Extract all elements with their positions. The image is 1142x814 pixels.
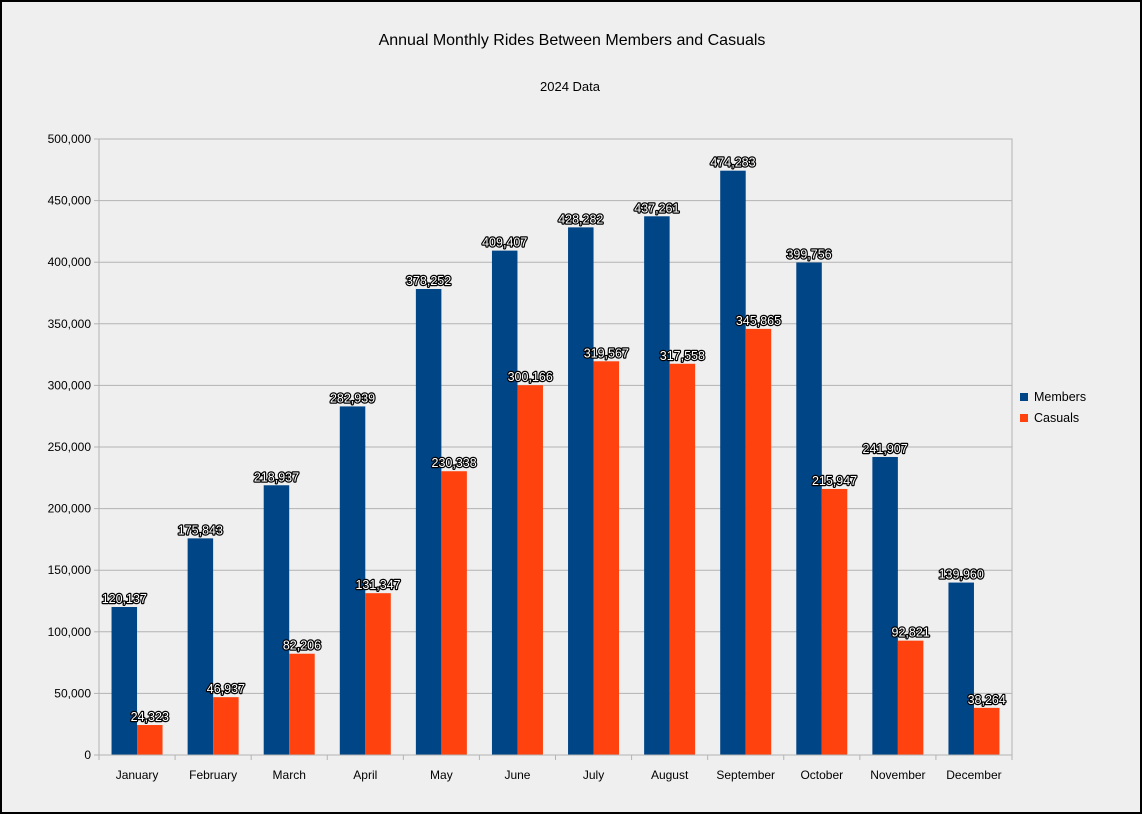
- x-tick-label: March: [273, 768, 306, 782]
- data-label: 399,756: [786, 248, 831, 262]
- legend: Members Casuals: [1020, 390, 1086, 425]
- data-label: 378,252: [406, 274, 451, 288]
- y-tick-label: 150,000: [48, 563, 92, 577]
- data-label: 409,407: [482, 236, 527, 250]
- data-label: 215,947: [812, 474, 857, 488]
- data-label: 82,206: [283, 639, 321, 653]
- data-label: 282,939: [330, 391, 375, 405]
- bar-members-june: [491, 250, 518, 755]
- y-tick-label: 400,000: [48, 255, 92, 269]
- x-tick-label: December: [946, 768, 1001, 782]
- y-tick-label: 500,000: [48, 132, 92, 146]
- axes: 0 50,000 100,000 150,000 200,000 250,000 300,0…: [48, 132, 1013, 782]
- bar-casuals-august: [669, 363, 696, 755]
- legend-swatch-casuals: [1020, 414, 1028, 422]
- bar-members-march: [263, 485, 290, 755]
- x-tick-label: July: [583, 768, 604, 782]
- data-label: 38,264: [968, 693, 1006, 707]
- bar-members-october: [796, 262, 822, 755]
- y-tick-label: 100,000: [48, 625, 92, 639]
- bar-casuals-july: [593, 361, 620, 755]
- legend-label-casuals: Casuals: [1034, 411, 1079, 425]
- x-tick-label: September: [716, 768, 775, 782]
- bar-casuals-november: [897, 640, 924, 755]
- x-tick-label: February: [189, 768, 237, 782]
- x-tick-label: November: [870, 768, 925, 782]
- data-label: 428,282: [558, 212, 603, 226]
- bar-casuals-december: [973, 707, 1000, 755]
- data-label: 300,166: [508, 370, 553, 384]
- data-labels: 120,137 175,843 218,937 282,939 378,252 409,4…: [100, 154, 1007, 725]
- data-label: 131,347: [355, 578, 400, 592]
- y-tick-label: 300,000: [48, 378, 92, 392]
- data-label: 437,261: [634, 201, 679, 215]
- bar-members-august: [644, 216, 670, 756]
- y-tick-label: 0: [84, 748, 91, 762]
- data-label: 317,558: [660, 349, 705, 363]
- bar-members-february: [187, 538, 214, 755]
- y-tick-label: 200,000: [48, 502, 92, 516]
- bar-members-january: [111, 606, 138, 755]
- data-label: 319,567: [584, 346, 629, 360]
- chart-title: Annual Monthly Rides Between Members and…: [379, 32, 766, 49]
- bar-members-april: [339, 406, 366, 755]
- data-label: 345,865: [736, 314, 781, 328]
- data-label: 241,907: [863, 442, 908, 456]
- bar-members-november: [872, 456, 898, 755]
- bar-casuals-february: [213, 697, 239, 755]
- legend-swatch-members: [1020, 393, 1028, 401]
- y-tick-label: 250,000: [48, 440, 92, 454]
- data-label: 230,338: [432, 456, 477, 470]
- data-label: 120,137: [102, 592, 147, 606]
- data-label: 175,843: [178, 523, 223, 537]
- data-label: 92,821: [892, 626, 930, 640]
- bar-casuals-april: [365, 593, 391, 755]
- data-label: 474,283: [710, 156, 755, 170]
- x-tick-label: April: [353, 768, 377, 782]
- bar-members-december: [948, 582, 974, 755]
- legend-label-members: Members: [1034, 390, 1086, 404]
- bar-casuals-may: [441, 471, 467, 755]
- x-tick-label: October: [800, 768, 843, 782]
- y-tick-label: 50,000: [54, 686, 91, 700]
- y-tick-label: 350,000: [48, 317, 92, 331]
- bar-casuals-march: [289, 653, 315, 755]
- data-label: 218,937: [254, 470, 299, 484]
- x-tick-label: August: [651, 768, 689, 782]
- chart-subtitle: 2024 Data: [540, 79, 601, 94]
- bars: [111, 170, 1000, 756]
- data-label: 24,323: [131, 710, 169, 724]
- bar-casuals-june: [517, 385, 543, 755]
- y-tick-label: 450,000: [48, 194, 92, 208]
- data-label: 46,937: [207, 682, 245, 696]
- bar-members-july: [568, 227, 594, 756]
- bar-members-september: [720, 170, 746, 755]
- data-label: 139,960: [939, 568, 984, 582]
- bar-casuals-october: [821, 488, 848, 755]
- bar-members-may: [415, 288, 442, 755]
- x-tick-label: May: [430, 768, 453, 782]
- bar-casuals-january: [137, 725, 163, 755]
- x-tick-label: June: [504, 768, 530, 782]
- x-tick-label: January: [116, 768, 159, 782]
- bar-casuals-september: [745, 328, 772, 755]
